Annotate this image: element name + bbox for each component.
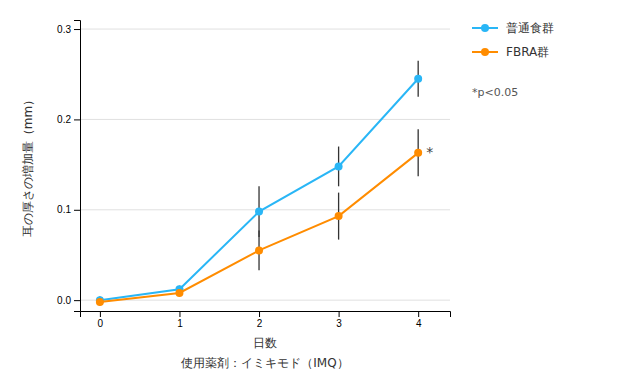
point [335,212,343,220]
x-tick: 3 [336,311,342,329]
x-tick-label: 1 [177,318,183,329]
grid-line [80,209,450,210]
plot: 0 1 2 3 4 0.0 0.1 0.2 0.3 [57,21,450,330]
point [414,75,422,83]
x-tick: 0 [98,311,104,329]
y-axis: 0.0 0.1 0.2 0.3 [57,21,80,312]
x-tick-mark [339,311,340,317]
point [175,289,183,297]
x-tick-label: 2 [257,318,263,329]
y-tick-mark [74,210,80,211]
y-tick: 0.3 [57,24,80,35]
x-axis-line [81,312,451,318]
y-tick-label: 0.1 [57,204,71,215]
y-tick: 0.0 [57,295,80,306]
point [96,298,104,306]
y-axis-title: 耳の厚さの増加量（mm） [21,94,35,237]
x-tick-label: 4 [416,318,422,329]
point [335,162,343,170]
x-tick-mark [179,311,180,317]
y-tick-mark [74,29,80,30]
x-axis-title: 日数 [253,336,277,350]
legend-item: FBRA群 [472,45,549,59]
y-tick: 0.2 [57,114,80,125]
x-tick: 2 [257,311,263,329]
point [414,149,422,157]
y-axis-line [74,21,81,312]
annotation: *p<0.05 [472,86,518,99]
legend-marker [481,24,489,32]
y-tick-label: 0.2 [57,114,71,125]
marks [96,61,422,306]
point [255,246,263,254]
texts: * *p<0.05 日数 耳の厚さの増加量（mm） 使用薬剤：イミキモド（IMQ） [21,86,518,370]
chart: 0 1 2 3 4 0.0 0.1 0.2 0.3 * *p<0.05 日数 耳の厚さの増加量（mm） 使… [0,0,625,373]
x-tick-mark [100,311,101,317]
legend: 普通食群 FBRA群 [472,21,554,59]
point [255,208,263,216]
x-tick-label: 3 [336,318,342,329]
series-line [100,79,418,300]
subtitle: 使用薬剤：イミキモド（IMQ） [181,356,348,370]
y-tick-label: 0.3 [57,24,71,35]
y-tick: 0.1 [57,204,80,215]
series [96,61,422,304]
series-line [100,153,418,302]
y-tick-label: 0.0 [57,295,71,306]
y-tick-mark [74,119,80,120]
legend-marker [481,48,489,56]
x-tick: 4 [416,311,422,329]
grid-line [80,29,450,30]
x-tick: 1 [177,311,183,329]
grid [80,29,450,300]
series [96,129,422,306]
grid-line [80,300,450,301]
grid-line [80,119,450,120]
annotation: * [426,144,433,160]
x-axis: 0 1 2 3 4 [81,311,451,329]
x-tick-label: 0 [98,318,104,329]
legend-label: 普通食群 [506,21,554,35]
x-tick-mark [259,311,260,317]
legend-item: 普通食群 [472,21,554,35]
x-tick-mark [418,311,419,317]
y-tick-mark [74,300,80,301]
legend-label: FBRA群 [506,45,549,59]
